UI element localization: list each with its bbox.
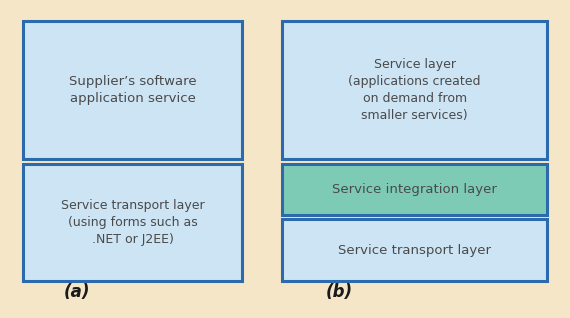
FancyBboxPatch shape — [282, 219, 547, 281]
Text: Supplier’s software
application service: Supplier’s software application service — [69, 75, 196, 105]
Text: (b): (b) — [325, 282, 353, 301]
Text: (a): (a) — [64, 282, 90, 301]
FancyBboxPatch shape — [23, 21, 242, 159]
FancyBboxPatch shape — [282, 164, 547, 215]
Text: Service integration layer: Service integration layer — [332, 183, 497, 196]
FancyBboxPatch shape — [282, 21, 547, 159]
Text: Service transport layer
(using forms such as
.NET or J2EE): Service transport layer (using forms suc… — [61, 199, 204, 246]
FancyBboxPatch shape — [23, 164, 242, 281]
Text: Service layer
(applications created
on demand from
smaller services): Service layer (applications created on d… — [348, 58, 481, 122]
Text: Service transport layer: Service transport layer — [338, 244, 491, 257]
